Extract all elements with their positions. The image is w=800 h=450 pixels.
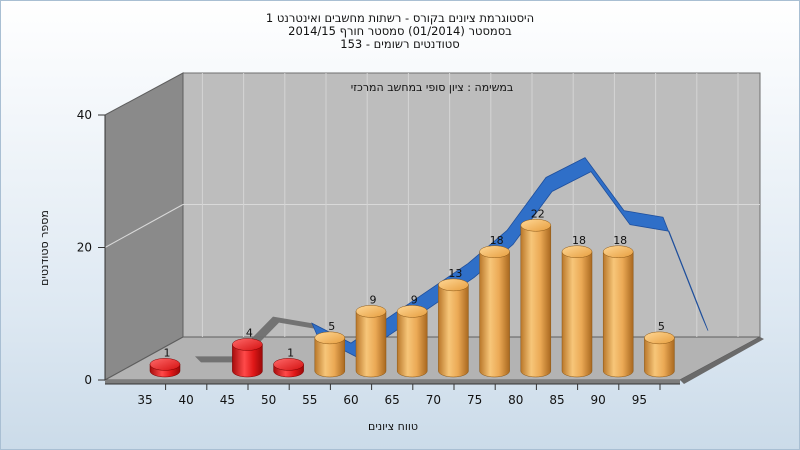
x-tick-label: 35 (137, 393, 152, 407)
bar-75 (479, 245, 510, 378)
bar-top (149, 358, 181, 371)
x-axis-label: טווח ציונים (368, 420, 418, 433)
x-tick-label: 45 (220, 393, 235, 407)
bar-top (561, 245, 593, 258)
bar-top (355, 305, 387, 318)
y-axis-label: מספר סטודנטים (38, 210, 51, 286)
side-gridline (104, 204, 184, 248)
bar-65 (396, 305, 428, 378)
bar-95 (644, 331, 675, 378)
x-tick-label: 55 (302, 393, 317, 407)
bar-body (396, 311, 428, 378)
y-tick-label: 40 (77, 108, 92, 122)
data-label: 5 (658, 320, 665, 333)
data-label: 18 (490, 234, 504, 247)
data-label: 13 (448, 267, 462, 280)
x-tick-label: 75 (467, 393, 482, 407)
bar-body (644, 337, 675, 378)
data-label: 18 (613, 234, 627, 247)
bar-top (438, 278, 469, 292)
bar-top (273, 358, 304, 371)
bar-50 (273, 358, 304, 378)
bar-body (561, 251, 593, 378)
bar-top (602, 245, 634, 258)
x-tick-label: 90 (591, 393, 606, 407)
bar-45 (232, 338, 263, 378)
bar-top (396, 305, 428, 318)
data-label: 22 (531, 207, 545, 220)
y-tick-label: 20 (77, 241, 92, 255)
x-tick-label: 50 (261, 393, 276, 407)
bar-70 (438, 278, 469, 378)
bar-body (479, 251, 510, 378)
data-label: 5 (328, 320, 335, 333)
data-label: 9 (370, 293, 377, 306)
x-tick-label: 80 (508, 393, 523, 407)
data-label: 1 (287, 346, 294, 359)
floor-side-edge (680, 337, 764, 384)
bar-85 (561, 245, 593, 378)
bar-60 (355, 305, 387, 378)
x-tick-label: 65 (385, 393, 400, 407)
bar-top (314, 331, 346, 345)
chart-title-line-3: סטודנטים רשומים - 153 (340, 37, 460, 51)
bar-top (232, 338, 263, 351)
data-label: 9 (411, 293, 418, 306)
x-tick-label: 60 (343, 393, 358, 407)
bar-body (438, 284, 469, 378)
x-tick-label: 70 (426, 393, 441, 407)
bar-80 (520, 219, 552, 378)
bar-top (479, 245, 510, 258)
bar-top (520, 219, 552, 232)
x-tick-label: 85 (549, 393, 564, 407)
data-label: 1 (164, 346, 171, 359)
bar-body (602, 251, 634, 378)
chart-subtitle: במשימה : ציון סופי במחשב המרכזי (351, 81, 514, 94)
bar-top (644, 331, 675, 345)
bar-body (232, 344, 263, 378)
bar-body (355, 311, 387, 378)
bar-body (520, 225, 552, 378)
data-label: 4 (246, 327, 253, 340)
floor-edge (105, 380, 680, 384)
chart-title-line-1: היסטוגרמת ציונים בקורס - רשתות מחשבים וא… (265, 11, 535, 25)
bar-body (314, 337, 346, 378)
x-tick-label: 95 (632, 393, 647, 407)
x-tick-label: 40 (179, 393, 194, 407)
y-tick-label: 0 (84, 373, 92, 387)
bar-90 (602, 245, 634, 378)
chart-title-line-2: בסמסטר (01/2014) סמסטר חורף 2014/15 (288, 24, 512, 38)
bar-55 (314, 331, 346, 378)
data-label: 18 (572, 234, 586, 247)
bar-35 (149, 358, 181, 378)
